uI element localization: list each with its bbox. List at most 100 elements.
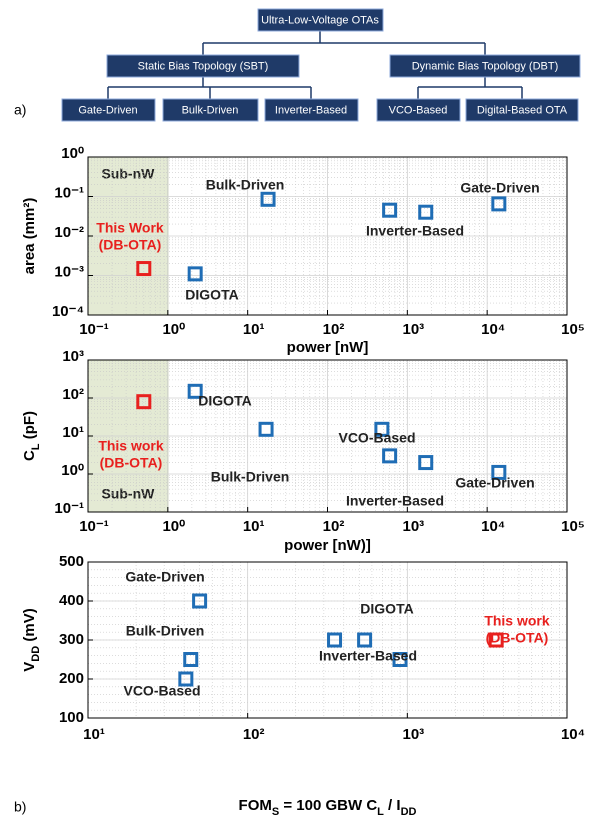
y-tick-label: 100 bbox=[59, 709, 84, 726]
node-box bbox=[106, 54, 300, 78]
marker bbox=[136, 394, 152, 410]
node-box bbox=[61, 98, 156, 122]
point-label: Bulk-Driven bbox=[211, 469, 290, 485]
node-label: Bulk-Driven bbox=[182, 104, 239, 116]
marker bbox=[491, 196, 507, 212]
point-label: Bulk-Driven bbox=[206, 177, 285, 193]
y-tick-label: 10⁻¹ bbox=[54, 500, 84, 517]
connector bbox=[107, 31, 523, 99]
x-axis-label-part: / I bbox=[384, 797, 401, 814]
point-label: VCO-Based bbox=[338, 430, 415, 446]
x-axis-label: power [nW] bbox=[287, 339, 369, 356]
x-tick-label: 10⁰ bbox=[162, 321, 185, 338]
y-tick-label: 10⁻¹ bbox=[54, 184, 84, 201]
x-tick-label: 10⁴ bbox=[561, 726, 585, 743]
y-tick-label: 10⁰ bbox=[61, 145, 84, 162]
x-tick-label: 10² bbox=[323, 321, 345, 338]
marker bbox=[418, 204, 434, 220]
plot-frame bbox=[87, 359, 568, 513]
marker bbox=[418, 455, 434, 471]
y-axis-label-part: C bbox=[21, 450, 38, 461]
node-label: Dynamic Bias Topology (DBT) bbox=[412, 60, 559, 72]
y-tick-label: 300 bbox=[59, 631, 84, 648]
marker bbox=[488, 632, 504, 648]
marker bbox=[183, 652, 199, 667]
y-axis-label-part: DD bbox=[30, 646, 42, 662]
x-tick-label: 10² bbox=[323, 518, 345, 535]
point-label: Inverter-Based bbox=[346, 493, 444, 509]
node-box bbox=[465, 98, 579, 122]
x-tick-label: 10⁵ bbox=[561, 321, 585, 338]
panel-label: b) bbox=[14, 799, 26, 815]
marker bbox=[382, 202, 398, 218]
x-tick-label: 10³ bbox=[402, 518, 424, 535]
y-axis-label-part: area (mm²) bbox=[21, 198, 38, 275]
point-label: This Work bbox=[96, 220, 164, 236]
y-tick-label: 10⁻² bbox=[54, 224, 84, 241]
point-label: Bulk-Driven bbox=[126, 623, 205, 639]
point-label: This work bbox=[484, 613, 550, 629]
y-tick-label: 400 bbox=[59, 592, 84, 609]
x-tick-label: 10¹ bbox=[83, 726, 105, 743]
y-axis-label-part: V bbox=[21, 662, 38, 672]
node-label: Static Bias Topology (SBT) bbox=[138, 60, 269, 72]
point-label: (DB-OTA) bbox=[99, 237, 162, 253]
node-box bbox=[264, 98, 359, 122]
node-box bbox=[257, 8, 384, 32]
marker bbox=[192, 593, 208, 609]
marker bbox=[374, 421, 390, 437]
y-tick-label: 10¹ bbox=[62, 424, 84, 441]
y-tick-label: 200 bbox=[59, 670, 84, 687]
panel-label: a) bbox=[14, 102, 26, 118]
x-tick-label: 10⁻¹ bbox=[79, 518, 109, 535]
node-label: Inverter-Based bbox=[275, 104, 347, 116]
y-tick-label: 10² bbox=[62, 386, 84, 403]
y-axis-label: VDD (mV) bbox=[21, 608, 42, 671]
y-tick-label: 10⁰ bbox=[61, 462, 84, 479]
node-label: Digital-Based OTA bbox=[477, 104, 568, 116]
y-tick-label: 10⁻⁴ bbox=[52, 303, 84, 320]
point-label: DIGOTA bbox=[198, 393, 251, 409]
x-axis-label-part: S bbox=[272, 806, 279, 818]
x-tick-label: 10⁻¹ bbox=[79, 321, 109, 338]
y-axis-label: area (mm²) bbox=[21, 198, 38, 275]
marker bbox=[178, 671, 194, 687]
region-label: Sub-nW bbox=[101, 486, 155, 502]
x-axis-label: FOMS = 100 GBW CL / IDD bbox=[239, 797, 417, 818]
plot-frame bbox=[87, 156, 568, 316]
x-axis-label-part: L bbox=[377, 806, 384, 818]
point-label: (DB-OTA) bbox=[486, 630, 549, 646]
x-tick-label: 10¹ bbox=[243, 518, 265, 535]
x-tick-label: 10⁴ bbox=[481, 321, 505, 338]
node-label: VCO-Based bbox=[389, 104, 448, 116]
marker bbox=[258, 421, 274, 437]
node-box bbox=[376, 98, 461, 122]
x-tick-label: 10¹ bbox=[243, 321, 265, 338]
point-label: Gate-Driven bbox=[460, 180, 539, 196]
y-axis-label-part: (pF) bbox=[21, 411, 38, 443]
point-label: DIGOTA bbox=[185, 287, 238, 303]
marker bbox=[136, 261, 152, 277]
point-label: Inverter-Based bbox=[319, 648, 417, 664]
x-axis-label-part: DD bbox=[401, 806, 417, 818]
y-axis-label-part: L bbox=[30, 443, 42, 450]
marker bbox=[357, 632, 373, 648]
plot-frame bbox=[87, 561, 568, 719]
x-axis-label-part: power [nW] bbox=[287, 339, 369, 356]
point-label: Inverter-Based bbox=[366, 223, 464, 239]
point-label: Gate-Driven bbox=[455, 475, 534, 491]
marker bbox=[491, 464, 507, 480]
node-box bbox=[162, 98, 259, 122]
marker bbox=[327, 632, 343, 648]
marker bbox=[382, 448, 398, 464]
point-label: VCO-Based bbox=[123, 683, 200, 699]
point-label: Gate-Driven bbox=[125, 569, 204, 585]
tree-diagram: Ultra-Low-Voltage OTAs Static Bias Topol… bbox=[61, 8, 581, 122]
x-tick-label: 10² bbox=[243, 726, 265, 743]
y-axis-label: CL (pF) bbox=[21, 411, 42, 461]
x-tick-label: 10⁴ bbox=[481, 518, 505, 535]
marker bbox=[392, 652, 408, 667]
x-tick-label: 10⁵ bbox=[561, 518, 585, 535]
y-tick-label: 500 bbox=[59, 553, 84, 570]
